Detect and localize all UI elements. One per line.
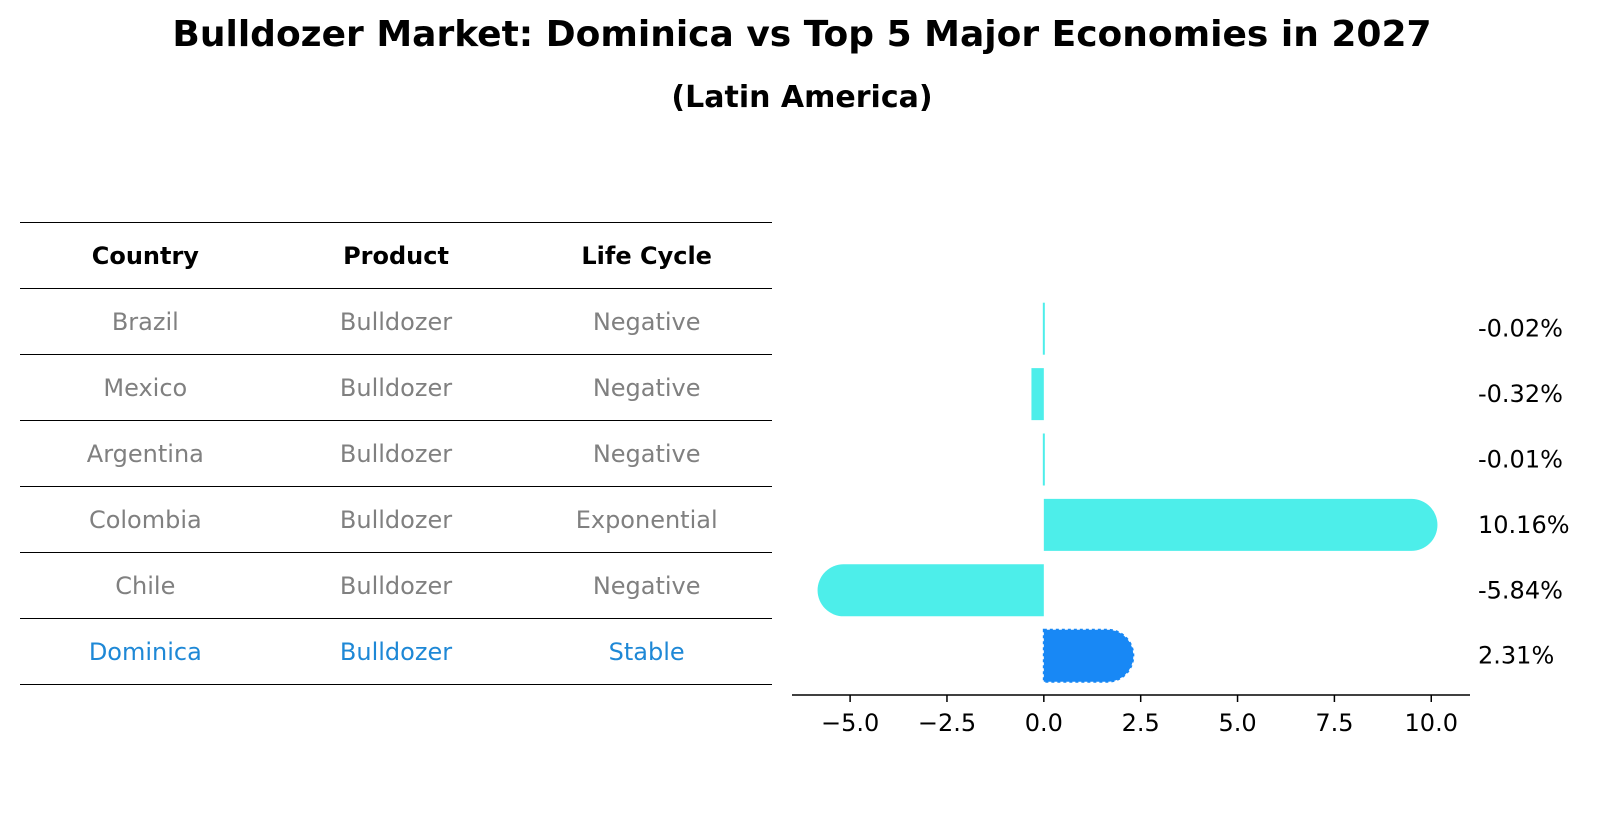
x-tick-label: 0.0 (1025, 709, 1063, 737)
chart-subtitle: (Latin America) (671, 80, 933, 115)
table-row: Mexico Bulldozer Negative (20, 355, 772, 421)
table-row: Brazil Bulldozer Negative (20, 289, 772, 355)
x-tick-label: 7.5 (1315, 709, 1353, 737)
data-label: -5.84% (1478, 576, 1563, 604)
bar-colombia (1043, 498, 1438, 551)
bar-dominica (1042, 628, 1135, 683)
cell-product: Bulldozer (339, 439, 453, 468)
header-life-cycle: Life Cycle (581, 241, 712, 270)
cell-country: Dominica (88, 637, 202, 666)
data-label: -0.01% (1478, 446, 1563, 474)
table-row: Colombia Bulldozer Exponential (20, 487, 772, 553)
cell-life-cycle: Negative (592, 439, 701, 468)
x-tick-label: 10.0 (1405, 709, 1458, 737)
cell-product: Bulldozer (339, 373, 453, 402)
x-tick-label: 2.5 (1122, 709, 1160, 737)
cell-country: Chile (115, 571, 176, 600)
cell-life-cycle: Negative (592, 373, 701, 402)
cell-product: Bulldozer (339, 637, 453, 666)
data-label: -0.02% (1478, 315, 1563, 343)
bar-chile (817, 564, 1044, 617)
cell-life-cycle: Negative (592, 571, 701, 600)
cell-product: Bulldozer (339, 307, 453, 336)
data-label: -0.32% (1478, 380, 1563, 408)
cell-country: Colombia (88, 505, 202, 534)
cell-product: Bulldozer (339, 505, 453, 534)
cell-product: Bulldozer (339, 571, 453, 600)
cell-country: Mexico (103, 373, 188, 402)
cell-country: Brazil (111, 307, 179, 336)
x-tick-label: −2.5 (918, 709, 976, 737)
table-row-highlight: Dominica Bulldozer Stable (20, 619, 772, 685)
header-product: Product (343, 241, 449, 270)
bar-brazil (1042, 302, 1045, 355)
x-tick-label: 5.0 (1218, 709, 1256, 737)
table-row: Argentina Bulldozer Negative (20, 421, 772, 487)
cell-life-cycle: Exponential (575, 505, 718, 534)
cell-life-cycle: Negative (592, 307, 701, 336)
bar-mexico (1031, 368, 1044, 421)
table-row: Chile Bulldozer Negative (20, 553, 772, 619)
cell-life-cycle: Stable (608, 637, 685, 666)
table-header-row: Country Product Life Cycle (20, 223, 772, 289)
chart-title: Bulldozer Market: Dominica vs Top 5 Majo… (172, 14, 1432, 55)
bar-argentina (1042, 433, 1045, 486)
x-tick-label: −5.0 (821, 709, 879, 737)
cell-country: Argentina (86, 439, 204, 468)
header-country: Country (91, 241, 199, 270)
country-table: Country Product Life Cycle Brazil Bulldo… (20, 222, 772, 685)
data-label: 10.16% (1478, 511, 1570, 539)
data-label: 2.31% (1478, 642, 1554, 670)
